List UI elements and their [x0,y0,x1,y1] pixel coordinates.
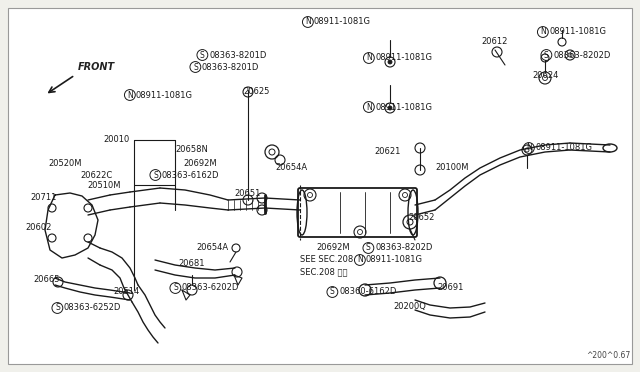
Text: N: N [526,144,532,153]
Text: S: S [153,170,157,180]
Text: 20602: 20602 [25,224,51,232]
Text: 08363-8202D: 08363-8202D [553,51,611,60]
Text: 20010: 20010 [103,135,129,144]
Text: 20651: 20651 [234,189,260,198]
Text: FRONT: FRONT [78,62,115,72]
Text: 08911-1081G: 08911-1081G [549,28,606,36]
Text: N: N [357,256,363,264]
Text: 20510M: 20510M [87,182,120,190]
Text: N: N [127,90,132,99]
Text: ^200^0.67: ^200^0.67 [586,351,630,360]
Text: 20624: 20624 [532,71,558,80]
Circle shape [388,60,392,64]
Text: 20100M: 20100M [435,164,468,173]
Text: 20681: 20681 [178,259,205,267]
Text: 08911-1081G: 08911-1081G [314,17,371,26]
Text: S: S [200,51,205,60]
Text: 08911-1081G: 08911-1081G [375,103,432,112]
Text: 20621: 20621 [374,148,401,157]
Text: 20692M: 20692M [316,244,349,253]
Text: 20622C: 20622C [80,170,112,180]
Text: N: N [540,28,546,36]
Text: 20711: 20711 [30,193,56,202]
Text: 08363-6252D: 08363-6252D [64,304,122,312]
Text: 08360-6162D: 08360-6162D [339,288,396,296]
Text: S: S [173,283,178,292]
Text: SEC.208 参照: SEC.208 参照 [300,267,348,276]
Text: 08363-8201D: 08363-8201D [209,51,266,60]
Text: N: N [366,54,372,62]
Text: 20665: 20665 [33,276,60,285]
Circle shape [388,106,392,110]
Text: 20520M: 20520M [48,158,81,167]
Text: 08911-1081G: 08911-1081G [535,144,592,153]
Text: N: N [366,103,372,112]
Text: 20612: 20612 [481,38,508,46]
Text: 20514: 20514 [113,288,140,296]
Text: N: N [305,17,311,26]
Text: S: S [544,51,548,60]
Text: 20625: 20625 [243,87,269,96]
Text: SEE SEC.208: SEE SEC.208 [300,256,353,264]
Text: 08911-1081G: 08911-1081G [375,54,432,62]
Text: 08363-6202D: 08363-6202D [182,283,239,292]
Text: S: S [330,288,335,296]
Text: S: S [193,62,198,71]
Text: 20658N: 20658N [175,145,208,154]
Text: 20691: 20691 [437,282,463,292]
Text: 08363-6162D: 08363-6162D [162,170,220,180]
Text: S: S [366,244,371,253]
Text: S: S [55,304,60,312]
Text: 08911-1081G: 08911-1081G [136,90,193,99]
Text: 08363-8202D: 08363-8202D [375,244,433,253]
Text: 20692M: 20692M [183,158,216,167]
Text: 20200Q: 20200Q [393,301,426,311]
Text: 08911-1081G: 08911-1081G [366,256,423,264]
Text: 20654A: 20654A [196,243,228,251]
Text: 08363-8201D: 08363-8201D [202,62,259,71]
Text: 20654A: 20654A [275,163,307,171]
Text: 20652: 20652 [408,214,435,222]
